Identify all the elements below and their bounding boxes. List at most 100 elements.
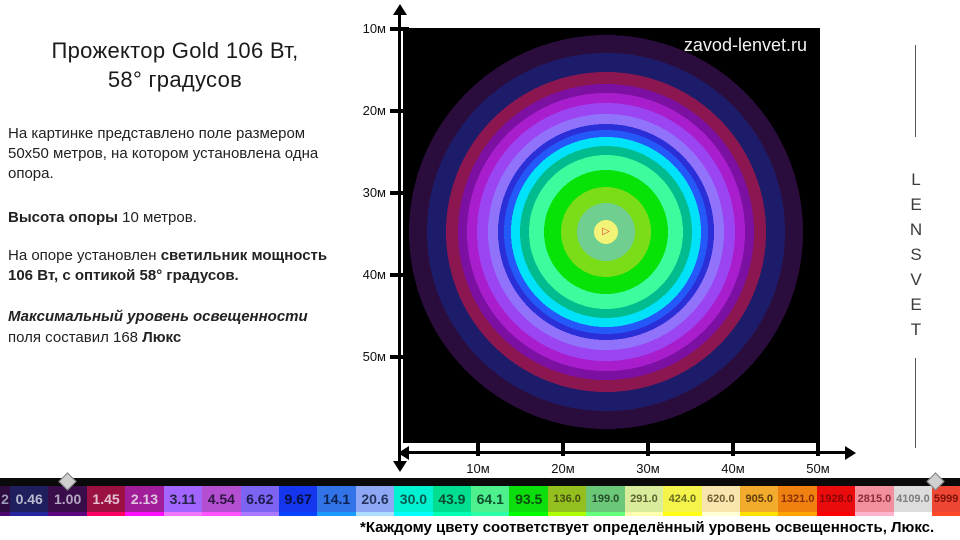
- lux-value-label: 3.11: [169, 491, 197, 507]
- x-axis-tick-label: 10м: [466, 461, 490, 476]
- lux-scale-cell: 199.0: [586, 486, 625, 516]
- y-axis-tick: [390, 355, 409, 359]
- x-axis-tick: [476, 443, 480, 456]
- scale-gradient-strip: [547, 512, 587, 516]
- lux-scale-cell: 1.00: [48, 486, 87, 516]
- max-level-heading: Максимальный уровень освещенности: [8, 308, 308, 325]
- scale-gradient-strip: [740, 512, 779, 516]
- lux-scale-cell: 424.0: [663, 486, 702, 516]
- x-axis-arrow-left-icon: [398, 445, 409, 460]
- brand-letter: T: [910, 320, 922, 339]
- x-axis-tick-label: 30м: [636, 461, 660, 476]
- lux-scale-cell: 14.1: [317, 486, 356, 516]
- title-line1: Прожектор Gold 106 Вт,: [51, 38, 299, 63]
- lux-scale-cell: 1321.0: [778, 486, 817, 516]
- lux-value-label: 905.0: [745, 492, 773, 505]
- scale-gradient-strip: [240, 512, 279, 516]
- y-axis-tick: [390, 273, 409, 277]
- watermark-text: zavod-lenvet.ru: [683, 35, 807, 55]
- lux-value-label: 5999: [933, 492, 959, 505]
- scale-gradient-strip: [701, 512, 741, 516]
- lux-scale-cell: 5999: [932, 486, 960, 516]
- lux-scale-cell: 2815.0: [855, 486, 894, 516]
- x-axis-tick-label: 50м: [806, 461, 830, 476]
- max-level-value: поля составил 168: [8, 329, 143, 346]
- lux-scale-cell: 291.0: [624, 486, 664, 516]
- max-level-unit: Люкс: [142, 329, 182, 346]
- scale-gradient-strip: [586, 512, 625, 516]
- scale-gradient-strip: [86, 512, 126, 516]
- lux-scale-cell: 0.46: [10, 486, 49, 516]
- y-axis-tick-label: 30м: [362, 185, 386, 200]
- description-luminaire: На опоре установлен светильник мощность …: [8, 246, 362, 286]
- scale-cells: 2 0.46 1.00 1.45 2.13 3.11 4.54 6.62 9.67 14.1 20.…: [0, 486, 960, 516]
- scale-gradient-strip: [163, 512, 203, 516]
- lux-value-label: 424.0: [668, 492, 697, 505]
- description-field-line2: 50х50 метров, на котором установлена одн…: [8, 145, 319, 162]
- lux-value-label: 2815.0: [857, 492, 892, 505]
- x-axis-tick-label: 40м: [721, 461, 745, 476]
- brand-letter: L: [911, 170, 921, 189]
- description-field-line3: опора.: [8, 165, 54, 182]
- brand-letter: E: [910, 295, 922, 314]
- lux-value-label: 1.00: [54, 491, 82, 507]
- lux-value-label: 291.0: [630, 492, 658, 505]
- scale-gradient-strip: [932, 512, 960, 516]
- brand-letter: V: [910, 270, 922, 289]
- legend-footnote: *Каждому цвету соответствует определённы…: [360, 519, 935, 536]
- lux-value-label: 0.46: [15, 491, 43, 507]
- lux-scale-cell: 30.0: [394, 486, 433, 516]
- pole-height-value: 10 метров.: [122, 209, 197, 226]
- brand-letter: S: [910, 245, 922, 264]
- description-field: На картинке представлено поле размером 5…: [8, 124, 362, 184]
- lux-scale-cell: 2: [0, 486, 10, 516]
- brand-divider-bottom: [915, 358, 916, 448]
- lux-value-label: 9.67: [284, 491, 312, 507]
- scale-gradient-strip: [355, 512, 395, 516]
- lux-value-label: 64.1: [476, 491, 504, 507]
- lux-value-label: 2: [1, 491, 9, 507]
- x-axis-arrow-right-icon: [845, 445, 856, 460]
- scale-gradient-strip: [471, 512, 510, 516]
- lux-value-label: 6.62: [246, 491, 274, 507]
- lux-scale-cell: 1.45: [86, 486, 126, 516]
- scale-gradient-strip: [893, 512, 933, 516]
- lux-value-label: 1928.0: [819, 492, 853, 505]
- y-axis-tick-label: 50м: [362, 349, 386, 364]
- scale-gradient-strip: [125, 512, 164, 516]
- lux-scale-cell: 64.1: [471, 486, 510, 516]
- y-axis-arrow-down-icon: [393, 461, 407, 472]
- scale-gradient-strip: [394, 512, 433, 516]
- lux-scale-cell: 20.6: [355, 486, 395, 516]
- lux-value-label: 1.45: [92, 491, 120, 507]
- description-field-line1: На картинке представлено поле размером: [8, 125, 306, 142]
- x-axis-tick: [816, 443, 820, 456]
- scale-gradient-strip: [432, 512, 472, 516]
- lux-value-label: 199.0: [591, 492, 620, 505]
- lux-scale-cell: 620.0: [701, 486, 741, 516]
- lux-scale-cell: 43.9: [432, 486, 472, 516]
- pole-height-label: Высота опоры: [8, 209, 123, 226]
- y-axis-tick-label: 20м: [362, 103, 386, 118]
- brand-letter: E: [910, 195, 922, 214]
- scale-gradient-strip: [48, 512, 87, 516]
- lux-value-label: 620.0: [707, 492, 735, 505]
- x-axis-tick: [731, 443, 735, 456]
- luminaire-text-normal: На опоре установлен: [8, 247, 161, 264]
- lux-scale-cell: 1928.0: [816, 486, 856, 516]
- lux-value-label: 2.13: [130, 491, 159, 507]
- lux-scale-cell: 136.0: [547, 486, 587, 516]
- y-axis-arrow-up-icon: [393, 4, 407, 15]
- lux-value-label: 93.5: [515, 491, 543, 507]
- scale-gradient-strip: [10, 512, 49, 516]
- y-axis-tick: [390, 27, 409, 31]
- lux-scale-bar: 2 0.46 1.00 1.45 2.13 3.11 4.54 6.62 9.67 14.1 20.…: [0, 472, 960, 516]
- scale-gradient-strip: [663, 512, 702, 516]
- luminaire-marker-icon: ▷: [602, 226, 610, 237]
- x-axis-tick: [561, 443, 565, 456]
- lux-scale-cell: 93.5: [509, 486, 548, 516]
- lux-value-label: 1321.0: [780, 492, 815, 505]
- scale-gradient-strip: [509, 512, 548, 516]
- lux-value-label: 4.54: [207, 491, 235, 507]
- lux-value-label: 30.0: [399, 491, 428, 507]
